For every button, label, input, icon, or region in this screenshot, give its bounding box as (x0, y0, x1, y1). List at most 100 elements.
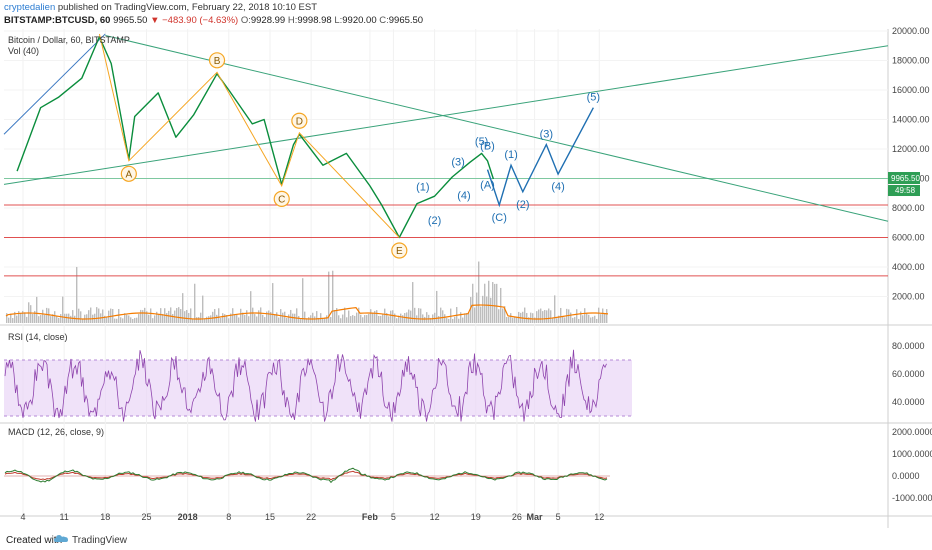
volume-bar (290, 309, 292, 323)
volume-bar (88, 310, 90, 323)
tradingview-brand[interactable]: TradingView (72, 535, 128, 546)
volume-bar (226, 315, 228, 323)
impulse-wave-label: (B) (480, 140, 495, 152)
projection-wave-label: (5) (587, 92, 600, 104)
volume-bar (590, 317, 592, 323)
volume-bar (102, 309, 104, 323)
volume-bar (210, 315, 212, 323)
rsi-tick-label: 40.0000 (892, 397, 925, 407)
volume-pane-title: Vol (40) (8, 46, 40, 56)
wave-marker (120, 165, 137, 182)
volume-bar (470, 297, 472, 323)
volume-bar (192, 318, 194, 323)
volume-bar (218, 308, 220, 323)
volume-bar (20, 313, 22, 323)
x-tick-label: 11 (59, 512, 68, 522)
volume-bar (212, 311, 214, 323)
volume-bar (176, 308, 178, 323)
volume-bar (224, 314, 226, 323)
macd-tick-label: 0.0000 (892, 471, 920, 481)
volume-bar (550, 310, 552, 323)
close-label: C: (379, 15, 389, 26)
volume-bar (118, 309, 120, 323)
volume-bar (276, 312, 278, 323)
volume-bar (18, 311, 20, 323)
volume-bar (24, 312, 26, 323)
volume-bar (482, 295, 484, 323)
volume-bar (588, 314, 590, 323)
y-tick-label: 4000.00 (892, 262, 925, 272)
volume-bar (426, 312, 428, 323)
volume-bar (236, 314, 238, 323)
volume-bar (250, 291, 252, 323)
volume-bar (438, 316, 440, 323)
y-tick-label: 14000.00 (892, 115, 930, 125)
volume-bar (110, 308, 112, 323)
volume-bar (258, 310, 260, 323)
volume-bar (484, 283, 486, 323)
volume-bar (326, 315, 328, 323)
volume-bar (476, 292, 478, 323)
volume-bar (242, 312, 244, 323)
volume-bar (374, 310, 376, 323)
volume-bar (30, 305, 32, 323)
volume-bar (512, 317, 514, 323)
volume-bar (462, 317, 464, 323)
projection-wave-label: (2) (516, 199, 529, 211)
volume-bar (252, 307, 254, 323)
volume-bar (206, 316, 208, 323)
volume-bar (170, 307, 172, 323)
rsi-line (4, 349, 607, 422)
rsi-band (4, 360, 632, 416)
volume-bar (50, 316, 52, 323)
projection-wave-label: (4) (551, 181, 564, 193)
volume-bar (348, 310, 350, 323)
abcde-wave-path (98, 33, 400, 238)
volume-bar (604, 313, 606, 323)
volume-bar (342, 314, 344, 323)
volume-bar (418, 308, 420, 323)
rsi-tick-label: 80.0000 (892, 341, 925, 351)
volume-bar (506, 317, 508, 323)
tradingview-logo-icon[interactable] (53, 533, 69, 548)
volume-bar (58, 317, 60, 323)
volume-bar (564, 317, 566, 323)
volume-bar (154, 315, 156, 323)
x-tick-label: 4 (20, 512, 25, 522)
volume-bar (202, 295, 204, 323)
volume-bar (332, 270, 334, 323)
volume-bar (572, 317, 574, 323)
close-value: 9965.50 (388, 15, 424, 26)
x-tick-label: 15 (265, 512, 275, 522)
volume-bar (576, 309, 578, 323)
volume-ma-line (5, 304, 609, 320)
x-tick-label: 5 (391, 512, 396, 522)
volume-bar (532, 313, 534, 323)
volume-bar (272, 283, 274, 323)
volume-bar (536, 311, 538, 323)
volume-bar (500, 287, 502, 323)
volume-bar (274, 314, 276, 323)
volume-bar (474, 307, 476, 323)
volume-bar (190, 308, 192, 323)
volume-bar (464, 313, 466, 323)
volume-bar (198, 316, 200, 323)
volume-bar (200, 312, 202, 323)
volume-bar (302, 278, 304, 323)
volume-bar (38, 316, 40, 323)
volume-bar (394, 313, 396, 323)
author-link[interactable]: cryptedalien (4, 2, 56, 13)
chart-canvas[interactable]: 4 11 18 25 2018 8 15 22 Feb 5 12 19 26 Mar 5 12 20000.00… (0, 0, 932, 528)
volume-bar (314, 316, 316, 323)
volume-bar (356, 312, 358, 323)
volume-bar (148, 314, 150, 323)
price-line (16, 36, 495, 239)
volume-bar (496, 283, 498, 323)
volume-bar (182, 293, 184, 323)
volume-bar (22, 310, 24, 323)
volume-bar (172, 314, 174, 323)
volume-bar (270, 311, 272, 323)
volume-bar (554, 295, 556, 323)
volume-bar (318, 317, 320, 323)
volume-bar (132, 318, 134, 323)
